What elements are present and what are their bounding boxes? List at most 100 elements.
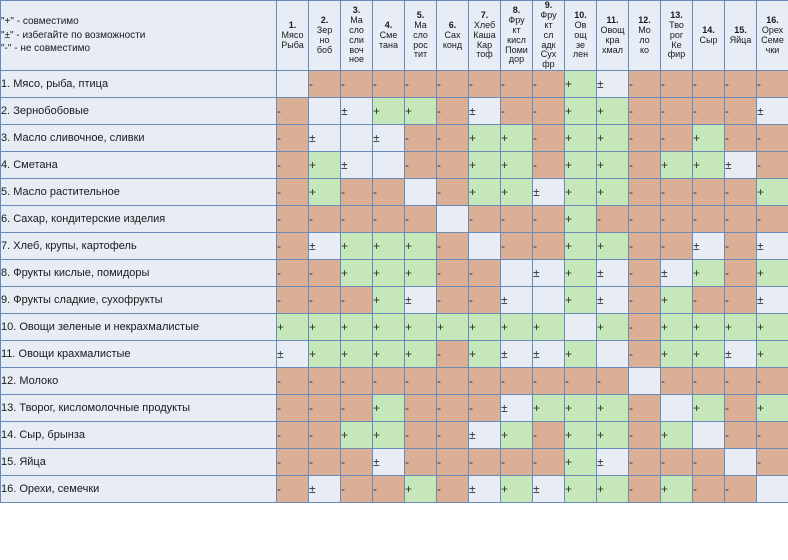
row-head-9: 9. Фрукты сладкие, сухофрукты bbox=[1, 287, 277, 314]
cell-6-9: - bbox=[533, 206, 565, 233]
col-head-16: 16.ОрехСемечки bbox=[757, 1, 788, 71]
cell-9-4: + bbox=[373, 287, 405, 314]
cell-4-12: - bbox=[629, 152, 661, 179]
cell-6-6 bbox=[437, 206, 469, 233]
cell-10-11: + bbox=[597, 314, 629, 341]
cell-11-11 bbox=[597, 341, 629, 368]
cell-5-8: + bbox=[501, 179, 533, 206]
cell-12-7: - bbox=[469, 368, 501, 395]
cell-11-1: ± bbox=[277, 341, 309, 368]
cell-7-2: ± bbox=[309, 233, 341, 260]
cell-16-9: ± bbox=[533, 476, 565, 503]
cell-4-7: + bbox=[469, 152, 501, 179]
cell-1-5: - bbox=[405, 71, 437, 98]
cell-10-3: + bbox=[341, 314, 373, 341]
cell-14-3: + bbox=[341, 422, 373, 449]
cell-10-6: + bbox=[437, 314, 469, 341]
cell-11-7: + bbox=[469, 341, 501, 368]
cell-12-3: - bbox=[341, 368, 373, 395]
cell-9-10: + bbox=[565, 287, 597, 314]
cell-9-3: - bbox=[341, 287, 373, 314]
cell-16-14: - bbox=[693, 476, 725, 503]
cell-12-5: - bbox=[405, 368, 437, 395]
cell-13-2: - bbox=[309, 395, 341, 422]
cell-8-14: + bbox=[693, 260, 725, 287]
cell-13-6: - bbox=[437, 395, 469, 422]
cell-8-16: + bbox=[757, 260, 788, 287]
table-row: 6. Сахар, кондитерские изделия--------+-… bbox=[1, 206, 788, 233]
cell-14-5: - bbox=[405, 422, 437, 449]
cell-8-6: - bbox=[437, 260, 469, 287]
col-head-6: 6.Сахконд bbox=[437, 1, 469, 71]
cell-11-13: + bbox=[661, 341, 693, 368]
table-row: 11. Овощи крахмалистые±++++-+±±+-++±+ bbox=[1, 341, 788, 368]
cell-14-16: - bbox=[757, 422, 788, 449]
cell-3-13: - bbox=[661, 125, 693, 152]
cell-14-13: + bbox=[661, 422, 693, 449]
table-row: 4. Сметана-+±--++-++-++±- bbox=[1, 152, 788, 179]
cell-9-1: - bbox=[277, 287, 309, 314]
cell-15-13: - bbox=[661, 449, 693, 476]
cell-16-16 bbox=[757, 476, 788, 503]
cell-10-12: - bbox=[629, 314, 661, 341]
cell-4-10: + bbox=[565, 152, 597, 179]
cell-13-12: - bbox=[629, 395, 661, 422]
cell-7-8: - bbox=[501, 233, 533, 260]
cell-16-11: + bbox=[597, 476, 629, 503]
cell-5-15: - bbox=[725, 179, 757, 206]
legend-cell: "+" - совместимо "±" - избегайте по возм… bbox=[1, 1, 277, 71]
cell-12-11: - bbox=[597, 368, 629, 395]
cell-11-12: - bbox=[629, 341, 661, 368]
cell-3-9: - bbox=[533, 125, 565, 152]
table-row: 5. Масло растительное-+---++±++----+ bbox=[1, 179, 788, 206]
cell-14-8: + bbox=[501, 422, 533, 449]
table-row: 1. Мясо, рыба, птица--------+±----- bbox=[1, 71, 788, 98]
cell-3-2: ± bbox=[309, 125, 341, 152]
cell-2-7: ± bbox=[469, 98, 501, 125]
cell-14-4: + bbox=[373, 422, 405, 449]
cell-16-3: - bbox=[341, 476, 373, 503]
cell-13-7: - bbox=[469, 395, 501, 422]
row-head-10: 10. Овощи зеленые и некрахмалистые bbox=[1, 314, 277, 341]
cell-7-1: - bbox=[277, 233, 309, 260]
cell-6-15: - bbox=[725, 206, 757, 233]
cell-2-15: - bbox=[725, 98, 757, 125]
cell-4-15: ± bbox=[725, 152, 757, 179]
cell-7-13: - bbox=[661, 233, 693, 260]
cell-12-13: - bbox=[661, 368, 693, 395]
cell-1-4: - bbox=[373, 71, 405, 98]
cell-4-8: + bbox=[501, 152, 533, 179]
legend-incompatible: "-" - не совместимо bbox=[1, 42, 276, 56]
cell-3-6: - bbox=[437, 125, 469, 152]
cell-2-4: + bbox=[373, 98, 405, 125]
row-head-3: 3. Масло сливочное, сливки bbox=[1, 125, 277, 152]
cell-15-4: ± bbox=[373, 449, 405, 476]
cell-13-9: + bbox=[533, 395, 565, 422]
table-row: 14. Сыр, брынза--++--±+-++-+-- bbox=[1, 422, 788, 449]
cell-3-5: - bbox=[405, 125, 437, 152]
cell-6-16: - bbox=[757, 206, 788, 233]
cell-3-1: - bbox=[277, 125, 309, 152]
cell-16-6: - bbox=[437, 476, 469, 503]
cell-11-14: + bbox=[693, 341, 725, 368]
cell-15-15 bbox=[725, 449, 757, 476]
row-head-16: 16. Орехи, семечки bbox=[1, 476, 277, 503]
cell-10-1: + bbox=[277, 314, 309, 341]
cell-13-10: + bbox=[565, 395, 597, 422]
cell-12-16: - bbox=[757, 368, 788, 395]
cell-16-5: + bbox=[405, 476, 437, 503]
cell-14-7: ± bbox=[469, 422, 501, 449]
cell-15-2: - bbox=[309, 449, 341, 476]
cell-9-5: ± bbox=[405, 287, 437, 314]
cell-14-1: - bbox=[277, 422, 309, 449]
cell-9-13: + bbox=[661, 287, 693, 314]
cell-5-3: - bbox=[341, 179, 373, 206]
cell-16-12: - bbox=[629, 476, 661, 503]
cell-3-12: - bbox=[629, 125, 661, 152]
cell-15-14: - bbox=[693, 449, 725, 476]
header-row: "+" - совместимо "±" - избегайте по возм… bbox=[1, 1, 788, 71]
col-head-3: 3.Маслосливочное bbox=[341, 1, 373, 71]
cell-4-6: - bbox=[437, 152, 469, 179]
cell-1-7: - bbox=[469, 71, 501, 98]
cell-6-14: - bbox=[693, 206, 725, 233]
